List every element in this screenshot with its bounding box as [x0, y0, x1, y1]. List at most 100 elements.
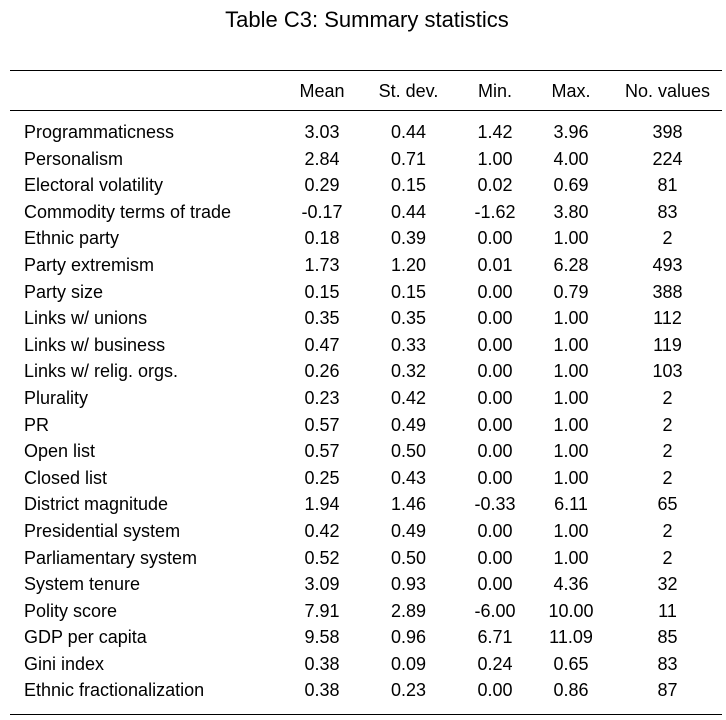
cell-no-values: 2	[662, 387, 673, 408]
cell-st-dev: 1.20	[390, 254, 427, 275]
cell-mean: 0.15	[304, 281, 340, 302]
cell-st-dev: 0.32	[390, 361, 427, 382]
cell-no-values: 103	[652, 361, 683, 382]
cell-st-dev: 0.96	[390, 627, 427, 648]
row-label: Party extremism	[24, 254, 155, 275]
cell-max: 1.00	[553, 228, 589, 249]
row-label: Programmaticness	[24, 122, 175, 142]
cell-st-dev: 0.35	[390, 308, 427, 329]
cell-st-dev: 0.50	[390, 441, 427, 462]
cell-no-values: 11	[658, 600, 677, 621]
row-label: Personalism	[24, 148, 124, 169]
cell-st-dev: 0.43	[390, 467, 427, 488]
row-label: Links w/ business	[24, 334, 166, 355]
cell-mean: 0.35	[304, 308, 340, 329]
cell-mean: 0.18	[304, 228, 340, 249]
cell-min: 0.00	[477, 441, 513, 462]
cell-no-values: 83	[657, 653, 678, 674]
cell-no-values: 2	[662, 228, 673, 249]
cell-max: 3.80	[553, 201, 589, 222]
cell-st-dev: 0.39	[390, 228, 427, 249]
cell-st-dev: 0.09	[390, 653, 427, 674]
cell-no-values: 112	[653, 308, 682, 329]
cell-min: 0.00	[477, 281, 513, 302]
table-row: Links w/ business 0.47 0.33 0.00 1.00 119	[10, 332, 722, 359]
cell-mean: 3.09	[304, 574, 340, 595]
cell-mean: 1.94	[304, 494, 340, 515]
table-row: Ethnic party 0.18 0.39 0.00 1.00 2	[10, 225, 722, 252]
cell-st-dev: 0.23	[390, 680, 427, 701]
table-row: Links w/ unions 0.35 0.35 0.00 1.00 112	[10, 305, 722, 332]
cell-max: 11.09	[549, 627, 593, 648]
table-row: Links w/ relig. orgs. 0.26 0.32 0.00 1.00 103	[10, 358, 722, 385]
cell-max: 1.00	[553, 334, 589, 355]
table-row: Programmaticness 3.03 0.44 1.42 3.96 398	[10, 119, 722, 146]
cell-min: 0.00	[477, 547, 513, 568]
cell-min: 1.00	[477, 148, 513, 169]
table-row: Closed list 0.25 0.43 0.00 1.00 2	[10, 465, 722, 492]
cell-no-values: 2	[662, 441, 673, 462]
table-row: Open list 0.57 0.50 0.00 1.00 2	[10, 438, 722, 465]
header-mean: Mean	[299, 81, 345, 101]
cell-mean: 0.26	[304, 361, 340, 382]
cell-st-dev: 0.15	[390, 281, 427, 302]
cell-mean: 1.73	[304, 254, 340, 275]
cell-no-values: 65	[657, 494, 678, 515]
table-row: Commodity terms of trade -0.17 0.44 -1.62 3.…	[10, 199, 722, 226]
cell-max: 6.11	[554, 494, 588, 515]
header-min: Min.	[477, 81, 512, 101]
cell-min: 6.71	[477, 627, 513, 648]
header-variable	[10, 78, 288, 104]
cell-max: 1.00	[553, 414, 589, 435]
row-label: Closed list	[24, 467, 108, 488]
cell-max: 10.00	[548, 600, 594, 621]
row-label: Links w/ unions	[24, 308, 148, 329]
cell-no-values: 2	[662, 547, 673, 568]
row-label: Open list	[24, 441, 96, 462]
cell-mean: -0.17	[301, 201, 343, 222]
header-row: Mean St. dev. Min. Max. No. values	[10, 78, 722, 104]
header-max: Max.	[551, 81, 591, 101]
cell-min: 0.00	[477, 574, 513, 595]
cell-min: -1.62	[474, 201, 516, 222]
cell-max: 1.00	[553, 441, 589, 462]
cell-max: 1.00	[553, 520, 589, 541]
table-row: Electoral volatility 0.29 0.15 0.02 0.69 81	[10, 172, 722, 199]
cell-no-values: 81	[657, 175, 678, 196]
cell-max: 1.00	[553, 547, 589, 568]
top-rule	[10, 70, 722, 71]
cell-mean: 0.25	[304, 467, 340, 488]
cell-max: 3.96	[553, 122, 589, 142]
table-title: Table C3: Summary statistics	[225, 7, 509, 32]
cell-st-dev: 0.49	[390, 520, 427, 541]
cell-st-dev: 2.89	[390, 600, 427, 621]
cell-mean: 0.38	[304, 653, 340, 674]
cell-max: 4.36	[553, 574, 589, 595]
cell-st-dev: 0.33	[390, 334, 427, 355]
cell-max: 0.65	[553, 653, 589, 674]
cell-no-values: 493	[652, 254, 683, 275]
bottom-rule	[10, 714, 722, 715]
row-label: Plurality	[24, 387, 89, 408]
cell-mean: 0.42	[304, 520, 340, 541]
cell-no-values: 87	[657, 680, 678, 701]
cell-min: 0.00	[477, 520, 513, 541]
cell-no-values: 83	[657, 201, 678, 222]
cell-max: 6.28	[553, 254, 589, 275]
cell-st-dev: 0.44	[390, 122, 427, 142]
cell-no-values: 32	[657, 574, 678, 595]
row-label: Ethnic party	[24, 228, 120, 249]
cell-min: 0.02	[477, 175, 513, 196]
cell-min: 0.00	[477, 334, 513, 355]
cell-st-dev: 0.49	[390, 414, 427, 435]
table-row: Polity score 7.91 2.89 -6.00 10.00 11	[10, 598, 722, 625]
cell-max: 0.69	[553, 175, 589, 196]
cell-no-values: 2	[662, 520, 673, 541]
cell-no-values: 2	[662, 467, 673, 488]
cell-min: 1.42	[477, 122, 513, 142]
table-row: Ethnic fractionalization 0.38 0.23 0.00 0.86…	[10, 677, 722, 704]
cell-no-values: 85	[657, 627, 678, 648]
table-row: PR 0.57 0.49 0.00 1.00 2	[10, 412, 722, 439]
header-st-dev: St. dev.	[378, 81, 439, 101]
cell-min: 0.00	[477, 680, 513, 701]
